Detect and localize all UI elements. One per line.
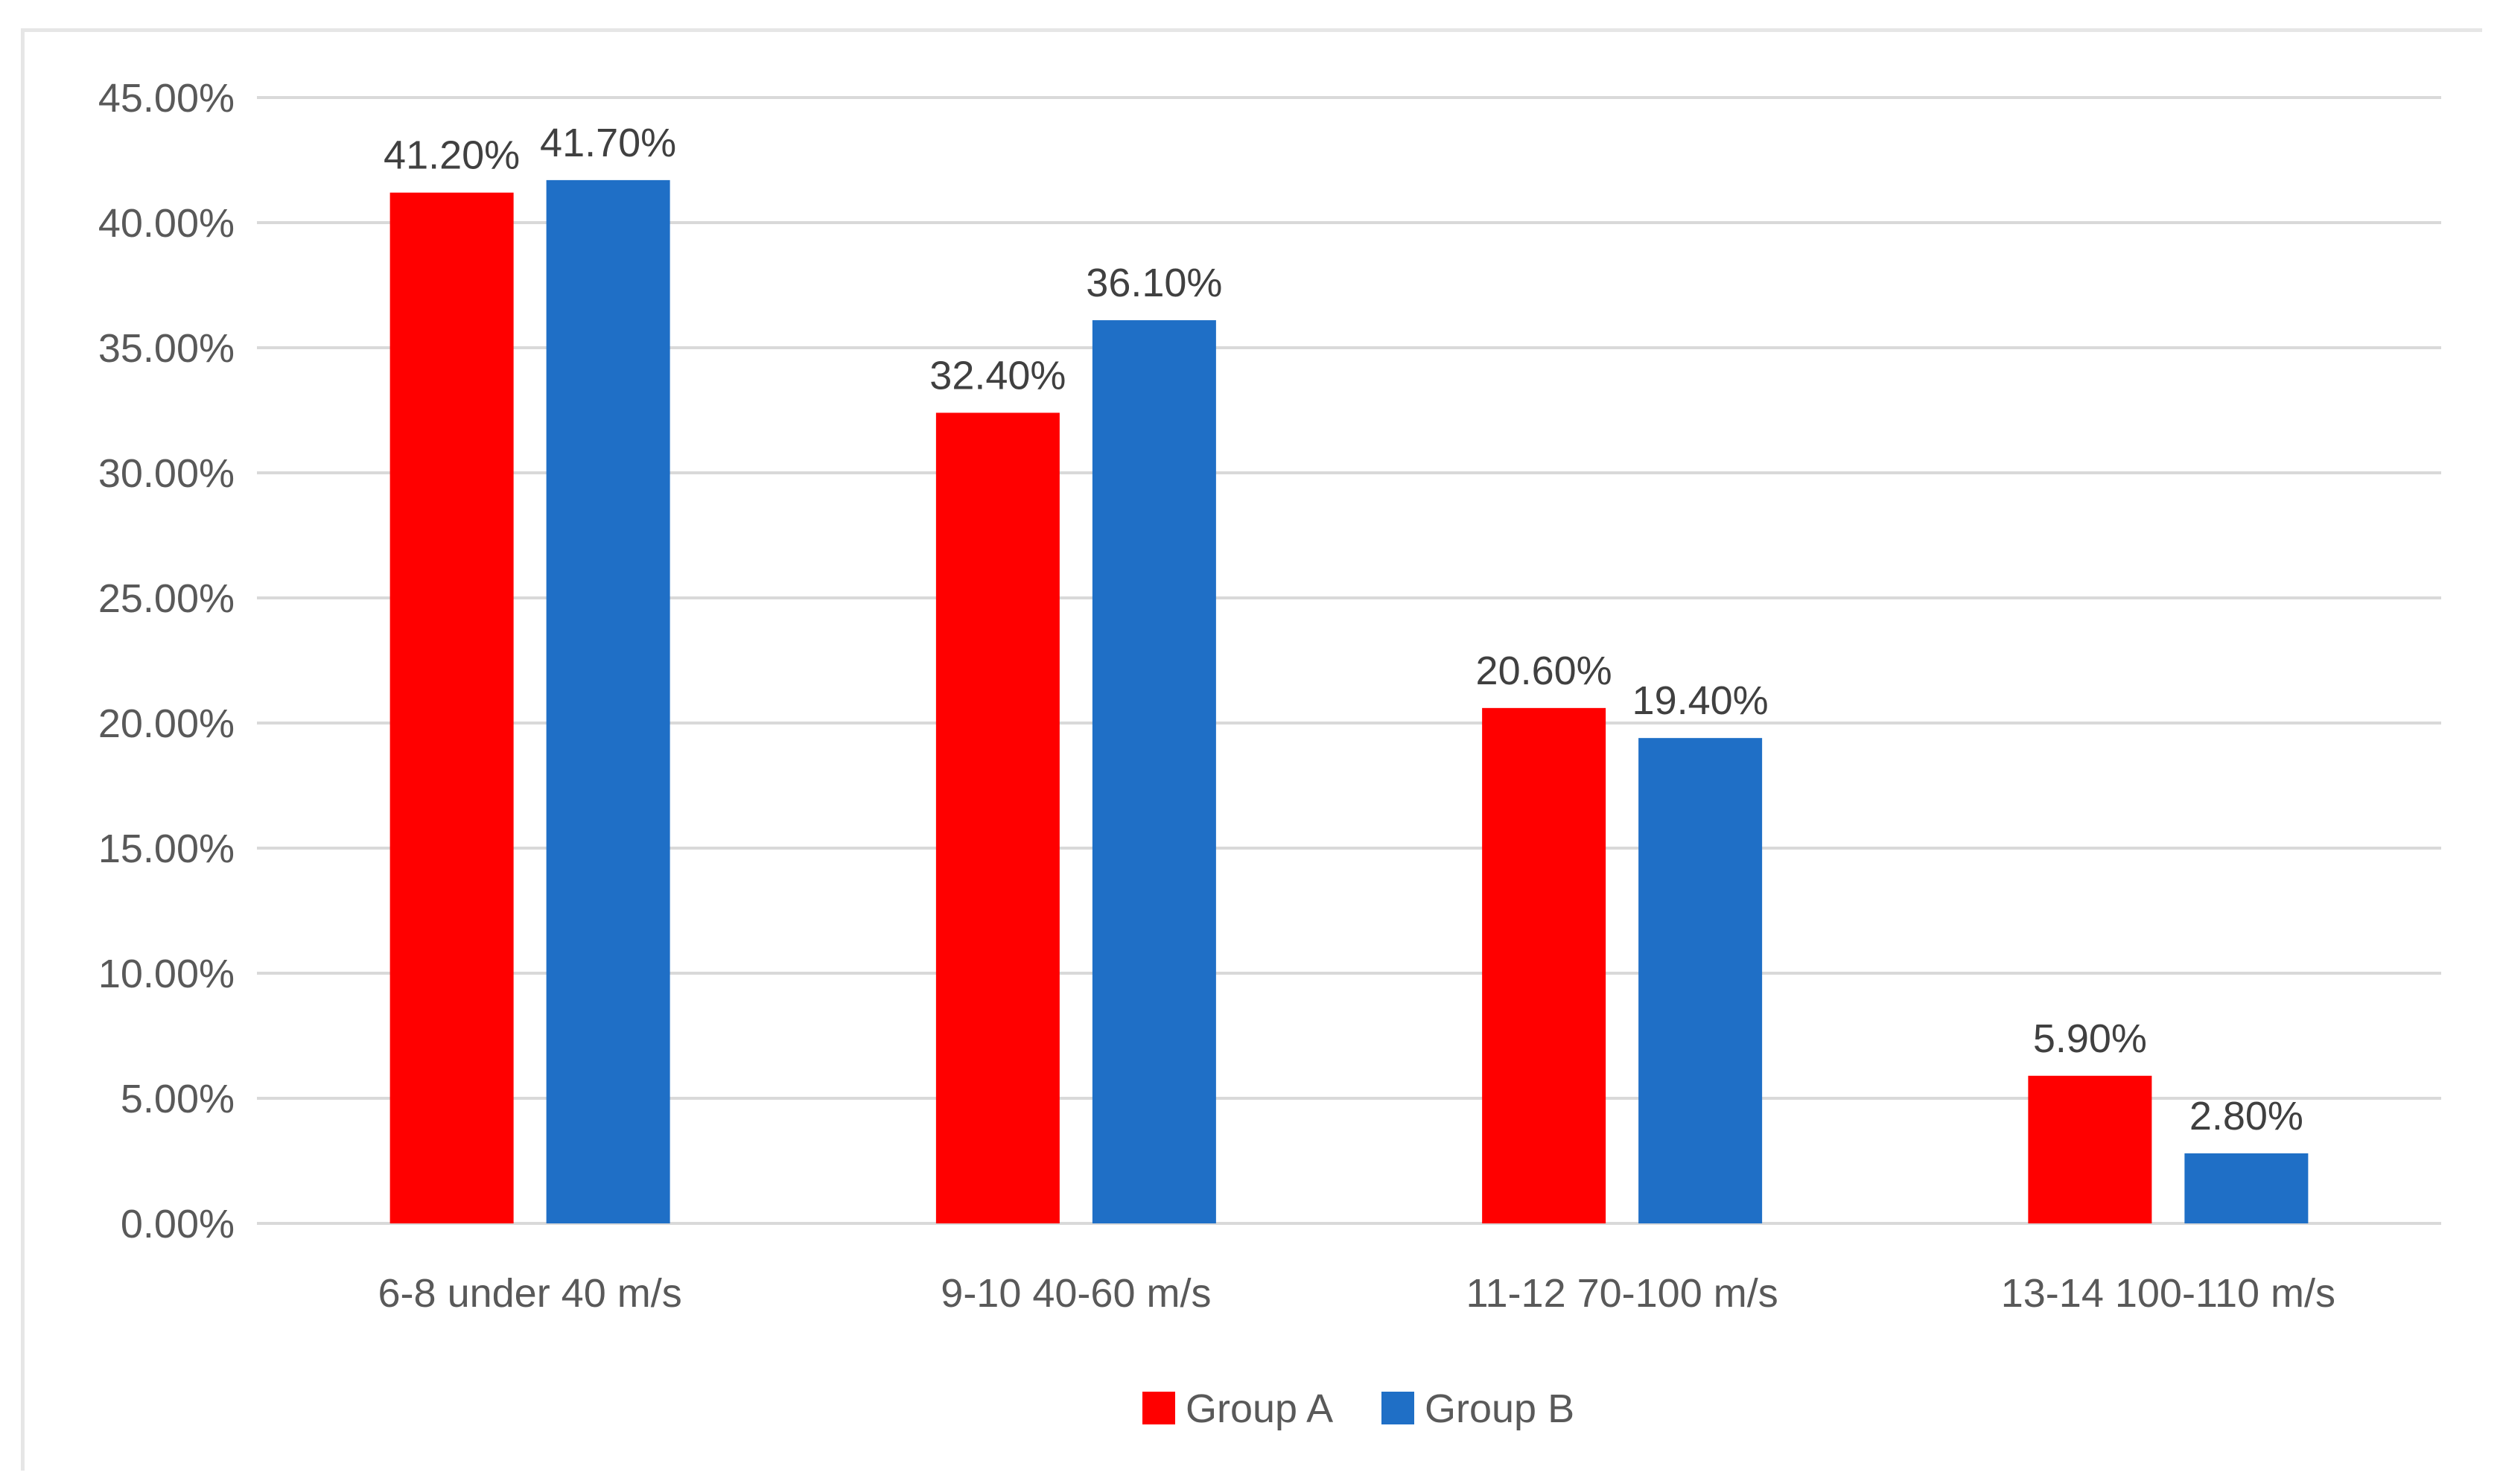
data-label: 41.20% xyxy=(384,133,520,178)
y-tick-label: 45.00% xyxy=(98,76,235,121)
y-tick-label: 30.00% xyxy=(98,451,235,496)
x-axis-tick-labels: 6-8 under 40 m/s 9-10 40-60 m/s 11-12 70-1… xyxy=(378,1271,2336,1316)
data-label: 32.40% xyxy=(929,353,1066,398)
bar-group-a xyxy=(389,192,514,1224)
y-axis-tick-labels: 0.00% 5.00% 10.00% 15.00% 20.00% 25.00% 30.00%… xyxy=(98,76,235,1246)
y-tick-label: 15.00% xyxy=(98,827,235,871)
legend-swatch xyxy=(1381,1392,1414,1424)
y-tick-label: 0.00% xyxy=(121,1202,235,1246)
data-label: 36.10% xyxy=(1086,261,1222,305)
y-tick-label: 20.00% xyxy=(98,701,235,746)
bar-group-b xyxy=(1092,320,1216,1223)
x-tick-label: 11-12 70-100 m/s xyxy=(1466,1271,1778,1316)
data-labels: 41.20% 41.70% 32.40% 36.10% 20.60% 19.40% 5.90… xyxy=(384,121,2303,1139)
bar-group-b xyxy=(1638,738,1763,1223)
bar-group-a xyxy=(935,413,1060,1223)
chart-frame: 0.00% 5.00% 10.00% 15.00% 20.00% 25.00% 30.00%… xyxy=(21,28,2482,1471)
x-tick-label: 9-10 40-60 m/s xyxy=(941,1271,1211,1316)
data-label: 41.70% xyxy=(540,121,676,165)
legend-label: Group B xyxy=(1425,1386,1574,1431)
legend: Group A Group B xyxy=(1142,1386,1574,1431)
bar-group-a xyxy=(2028,1075,2152,1223)
y-tick-label: 25.00% xyxy=(98,576,235,621)
y-tick-label: 5.00% xyxy=(121,1077,235,1121)
legend-swatch xyxy=(1142,1392,1175,1424)
y-tick-label: 40.00% xyxy=(98,201,235,246)
bar-group-b xyxy=(546,179,670,1223)
data-label: 5.90% xyxy=(2033,1016,2147,1061)
data-label: 19.40% xyxy=(1632,678,1769,723)
x-tick-label: 13-14 100-110 m/s xyxy=(2001,1271,2335,1316)
bar-group-a xyxy=(1482,707,1606,1223)
x-tick-label: 6-8 under 40 m/s xyxy=(378,1271,682,1316)
bar-chart: 0.00% 5.00% 10.00% 15.00% 20.00% 25.00% 30.00%… xyxy=(98,76,2441,1431)
legend-label: Group A xyxy=(1186,1386,1333,1431)
y-tick-label: 10.00% xyxy=(98,952,235,996)
y-tick-label: 35.00% xyxy=(98,326,235,371)
bars xyxy=(389,179,2309,1224)
bar-group-b xyxy=(2184,1153,2309,1223)
data-label: 2.80% xyxy=(2189,1094,2303,1139)
data-label: 20.60% xyxy=(1476,649,1612,693)
